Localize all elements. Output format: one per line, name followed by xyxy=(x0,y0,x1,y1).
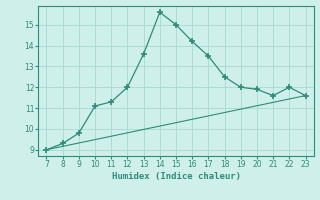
X-axis label: Humidex (Indice chaleur): Humidex (Indice chaleur) xyxy=(111,172,241,181)
